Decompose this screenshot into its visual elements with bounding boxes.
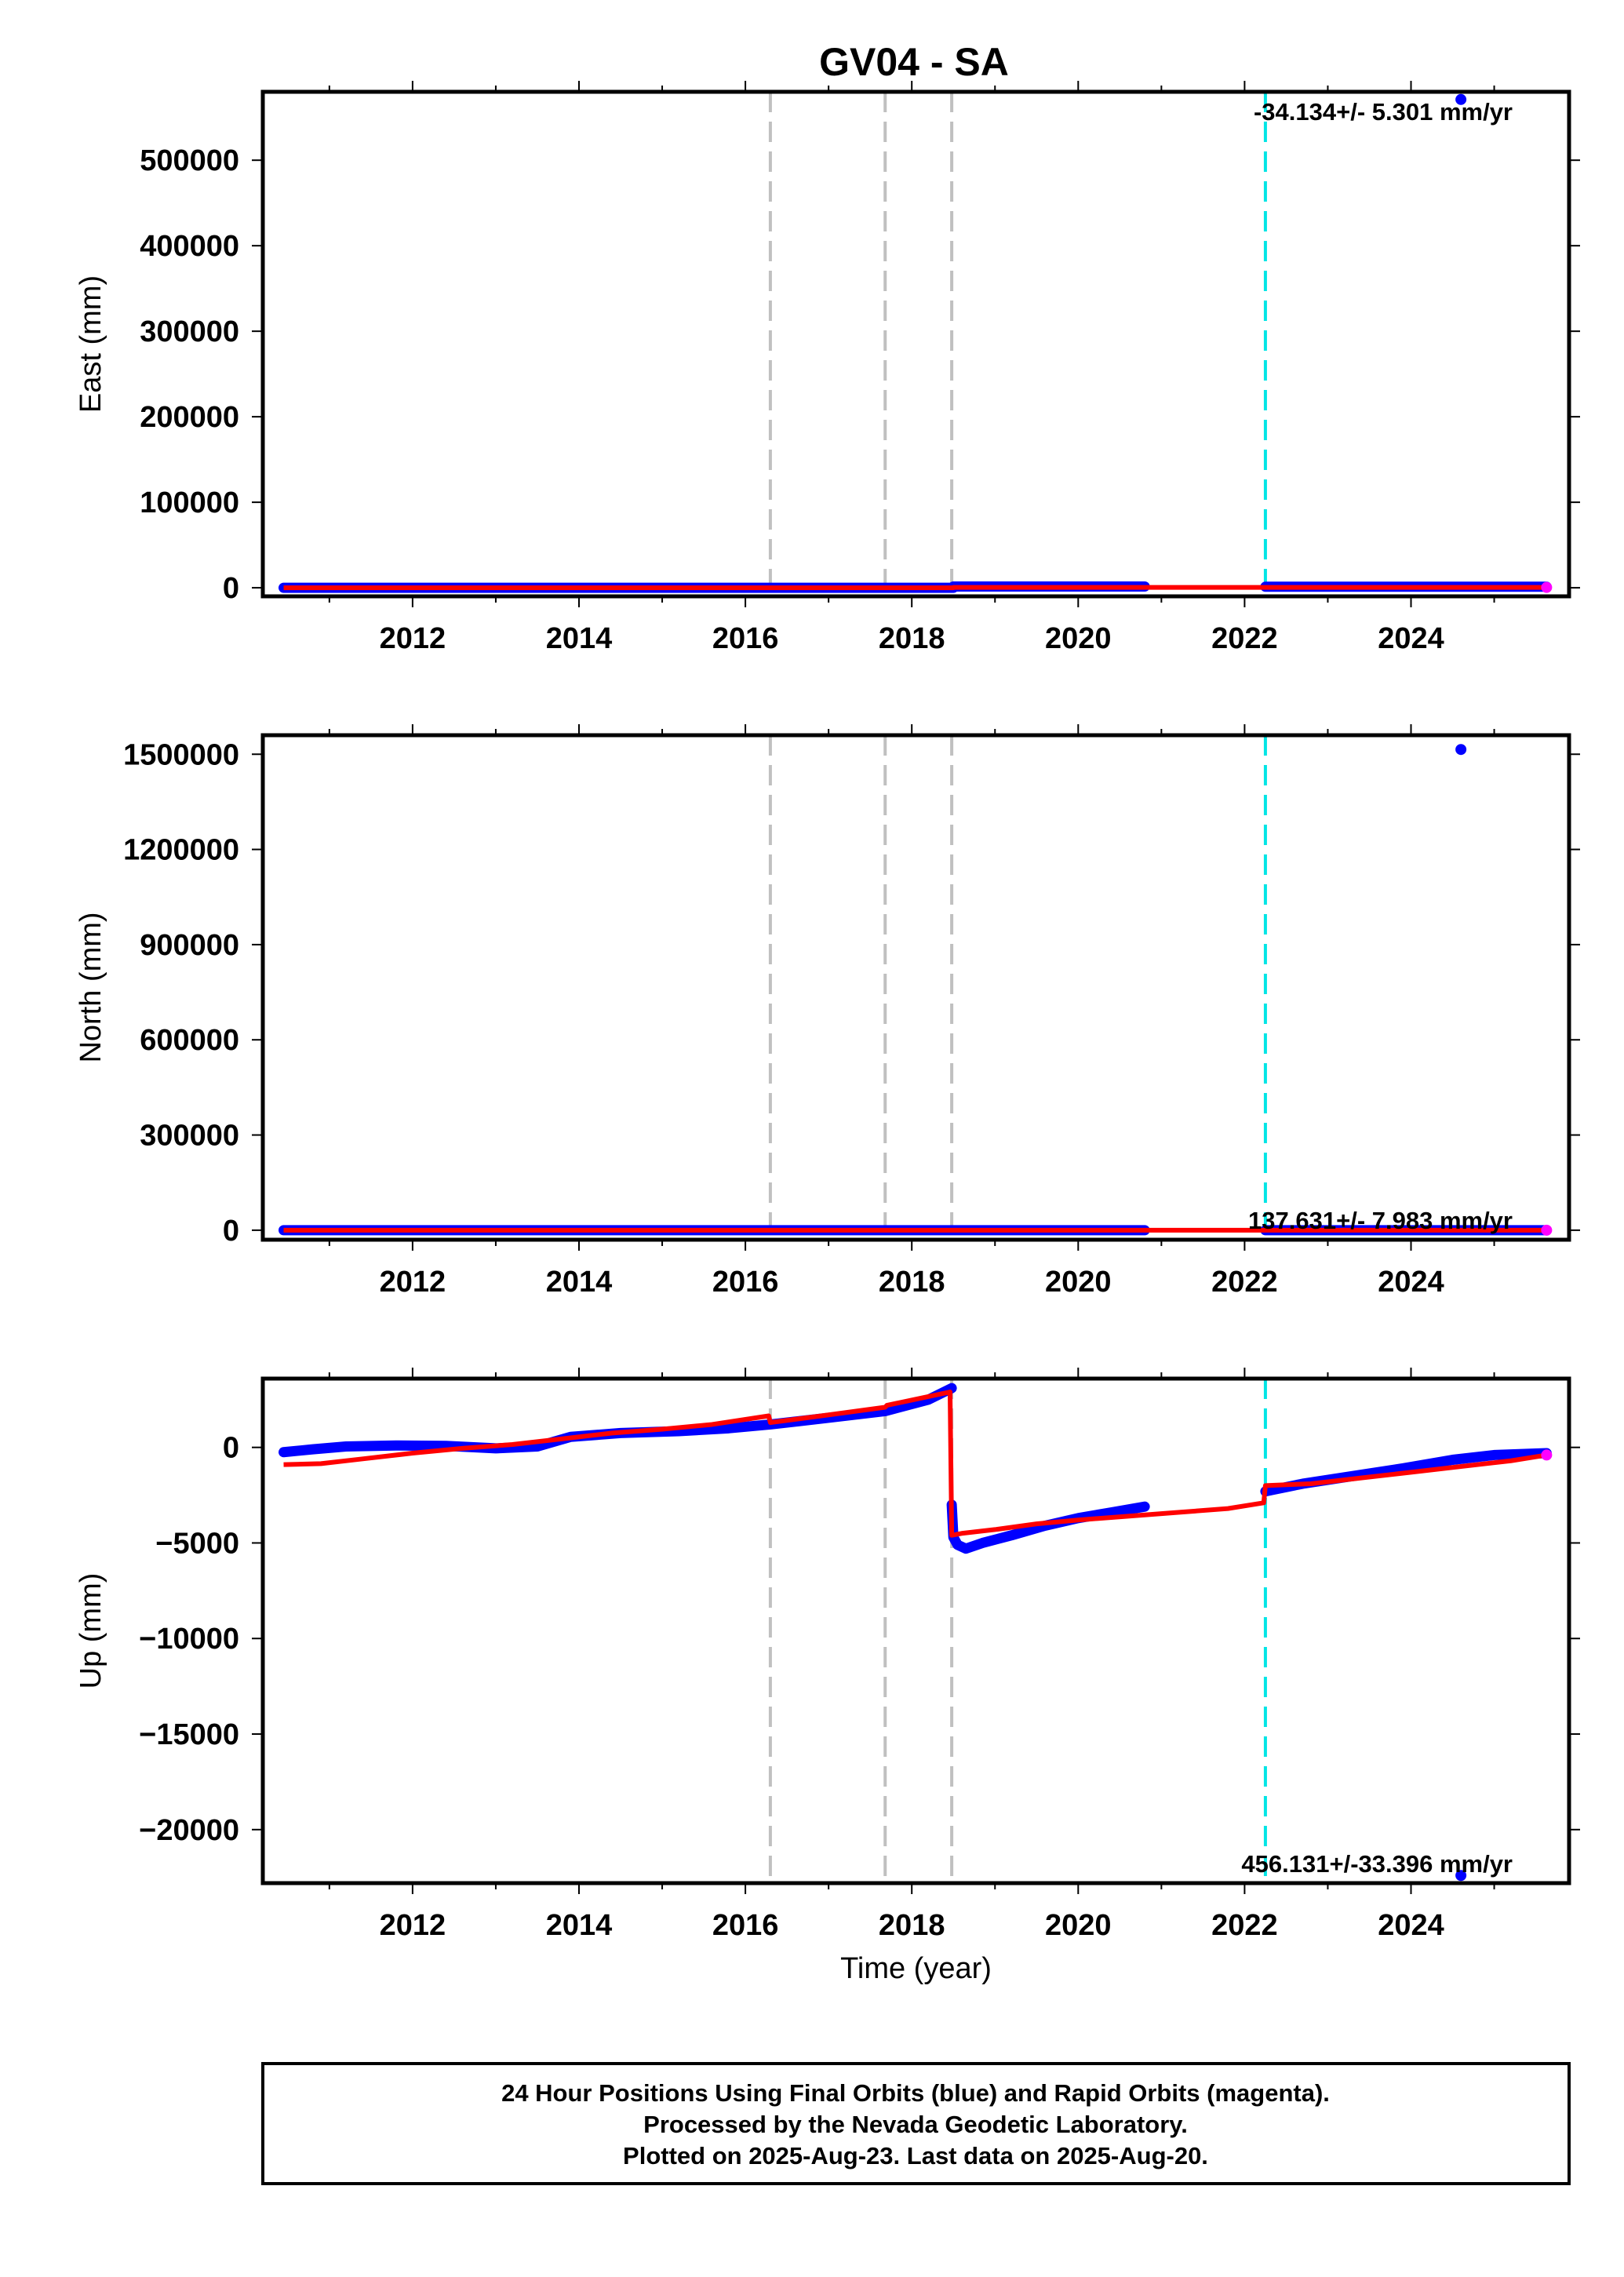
x-tick-label: 2018 bbox=[879, 622, 945, 655]
x-tick-label: 2022 bbox=[1211, 1266, 1278, 1299]
x-tick-label: 2024 bbox=[1378, 622, 1444, 655]
footer-line-3: Plotted on 2025-Aug-23. Last data on 202… bbox=[623, 2142, 1208, 2170]
x-tick-label: 2016 bbox=[712, 622, 779, 655]
x-tick-label: 2016 bbox=[712, 1266, 779, 1299]
plot-frame bbox=[260, 89, 1571, 599]
y-tick-label: 500000 bbox=[140, 144, 239, 177]
y-tick-label: 1500000 bbox=[123, 738, 239, 771]
panel-east: 2012 2014 2016 2018 2020 2022 2024 0 100000 20000… bbox=[75, 81, 1580, 655]
y-tick-label: 1200000 bbox=[123, 834, 239, 867]
final-orbit-series bbox=[279, 1383, 957, 1458]
y-tick-label: 0 bbox=[223, 572, 239, 605]
plot-frame bbox=[260, 1376, 1571, 1885]
x-tick-label: 2020 bbox=[1045, 622, 1112, 655]
x-tick-label: 2012 bbox=[380, 1909, 446, 1942]
y-tick-label: −5000 bbox=[155, 1527, 239, 1560]
x-tick-label: 2016 bbox=[712, 1909, 779, 1942]
footer-frame bbox=[261, 2062, 1571, 2185]
x-tick-label: 2022 bbox=[1211, 1909, 1278, 1942]
footer-line-2: Processed by the Nevada Geodetic Laborat… bbox=[643, 2111, 1188, 2138]
footer-box: 24 Hour Positions Using Final Orbits (bl… bbox=[261, 2062, 1571, 2185]
panel-up: 2012 2014 2016 2018 2020 2022 2024 −20000 −15000… bbox=[75, 1368, 1580, 1985]
x-tick-label: 2012 bbox=[380, 622, 446, 655]
y-tick-label: 100000 bbox=[140, 486, 239, 519]
plot-title: GV04 - SA bbox=[819, 40, 1009, 84]
x-tick-label: 2012 bbox=[380, 1266, 446, 1299]
rapid-orbit-point bbox=[1541, 581, 1553, 593]
y-tick-label: 200000 bbox=[140, 401, 239, 434]
plot-frame bbox=[260, 733, 1571, 1242]
rate-label: -34.134+/- 5.301 mm/yr bbox=[1254, 98, 1513, 126]
final-orbit-series bbox=[946, 1499, 1150, 1554]
outlier-point bbox=[1455, 1870, 1467, 1882]
rapid-orbit-point bbox=[1541, 1449, 1553, 1461]
y-tick-label: 900000 bbox=[140, 929, 239, 962]
x-tick-label: 2014 bbox=[546, 622, 613, 655]
y-tick-label: −20000 bbox=[139, 1814, 239, 1847]
y-axis-label: North (mm) bbox=[75, 912, 107, 1062]
outlier-point bbox=[1455, 93, 1467, 105]
rate-label: 456.131+/-33.396 mm/yr bbox=[1241, 1850, 1513, 1878]
rapid-orbit-point bbox=[1541, 1224, 1553, 1236]
panels-group: 2012 2014 2016 2018 2020 2022 2024 0 100000 20000… bbox=[75, 81, 1580, 1985]
x-tick-label: 2018 bbox=[879, 1909, 945, 1942]
x-axis-label: Time (year) bbox=[840, 1952, 992, 1985]
x-tick-label: 2020 bbox=[1045, 1909, 1112, 1942]
y-tick-label: 600000 bbox=[140, 1024, 239, 1057]
y-axis-label: Up (mm) bbox=[75, 1573, 107, 1689]
x-tick-label: 2024 bbox=[1378, 1266, 1444, 1299]
rate-label: 137.631+/- 7.983 mm/yr bbox=[1248, 1207, 1513, 1234]
panel-north: 2012 2014 2016 2018 2020 2022 2024 0 300000 60000… bbox=[75, 724, 1580, 1299]
y-tick-label: 400000 bbox=[140, 230, 239, 263]
model-fit-line bbox=[283, 1390, 1547, 1538]
x-tick-label: 2014 bbox=[546, 1266, 613, 1299]
y-axis-label: East (mm) bbox=[75, 275, 107, 413]
x-tick-label: 2018 bbox=[879, 1266, 945, 1299]
y-tick-label: 0 bbox=[223, 1215, 239, 1248]
y-tick-label: −15000 bbox=[139, 1718, 239, 1751]
x-tick-label: 2022 bbox=[1211, 622, 1278, 655]
x-tick-label: 2020 bbox=[1045, 1266, 1112, 1299]
footer-line-1: 24 Hour Positions Using Final Orbits (bl… bbox=[501, 2079, 1330, 2107]
y-tick-label: 0 bbox=[223, 1432, 239, 1465]
y-tick-label: 300000 bbox=[140, 315, 239, 348]
outlier-point bbox=[1455, 744, 1467, 756]
y-tick-label: 300000 bbox=[140, 1120, 239, 1153]
y-tick-label: −10000 bbox=[139, 1623, 239, 1656]
x-tick-label: 2014 bbox=[546, 1909, 613, 1942]
x-tick-label: 2024 bbox=[1378, 1909, 1444, 1942]
